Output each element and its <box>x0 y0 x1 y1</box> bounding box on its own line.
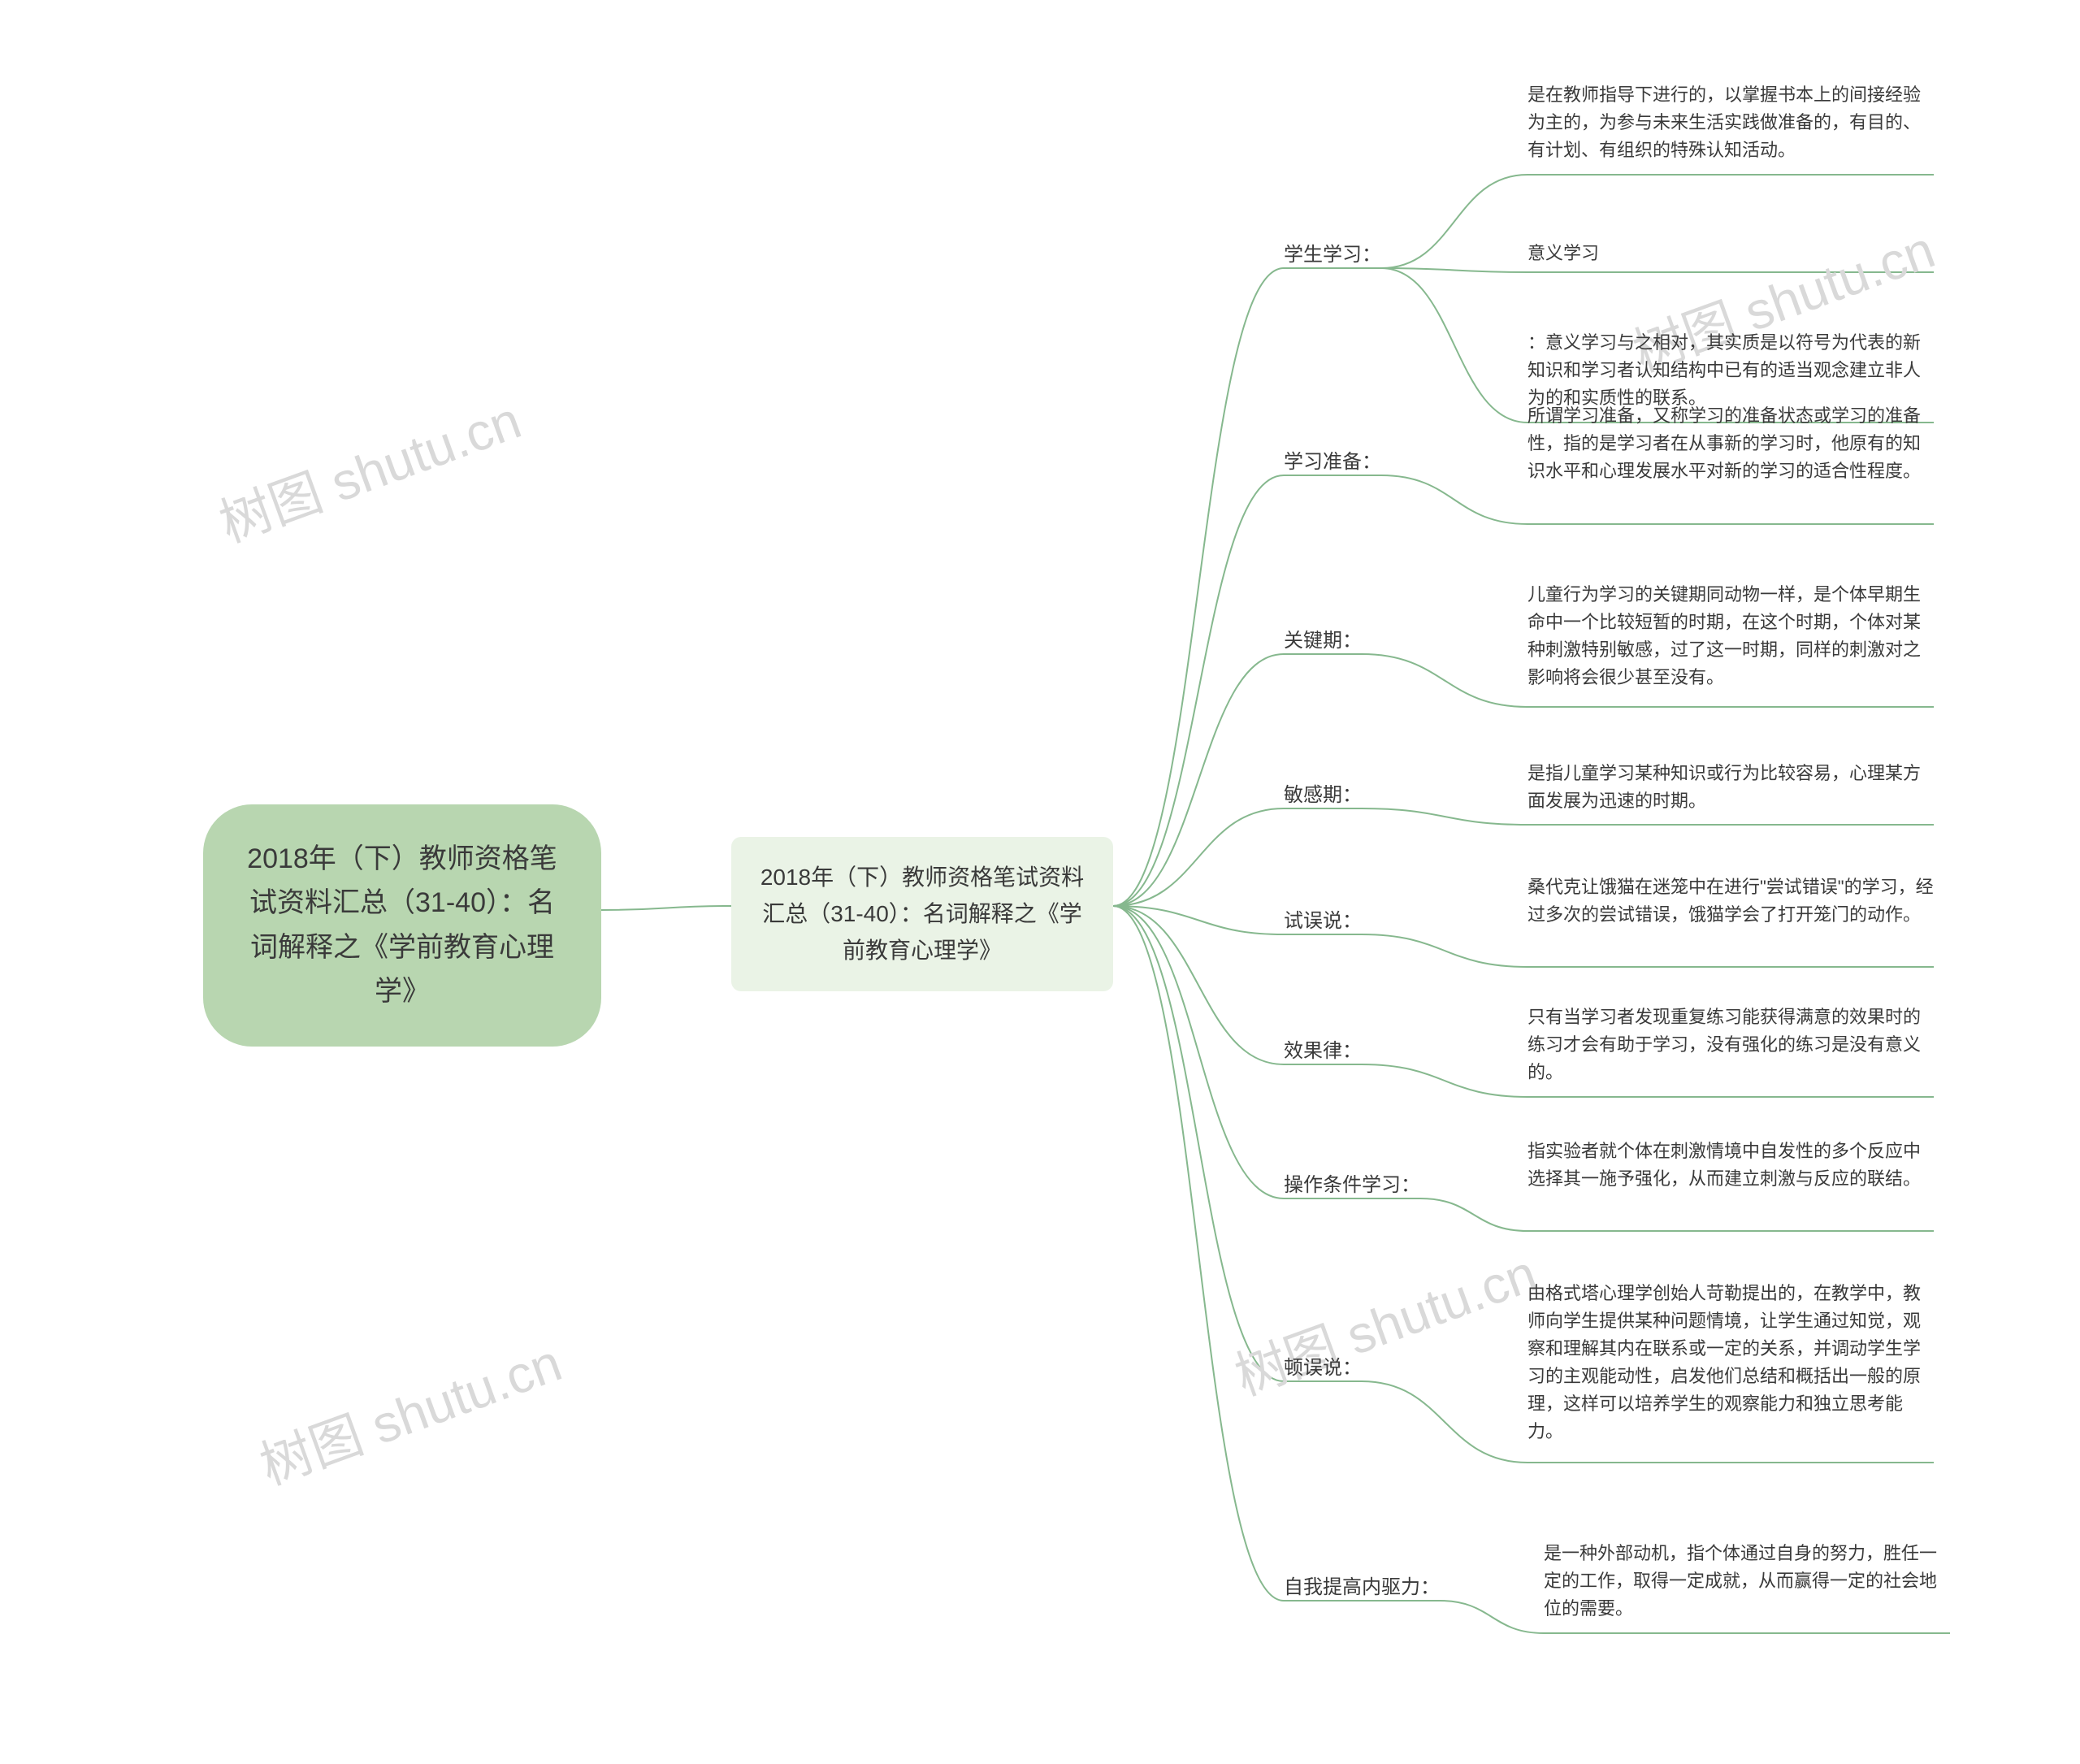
edge <box>1113 906 1284 1064</box>
leaf-node: 指实验者就个体在刺激情境中自发性的多个反应中选择其一施予强化，从而建立刺激与反应… <box>1528 1138 1934 1193</box>
leaf-text: 是一种外部动机，指个体通过自身的努力，胜任一定的工作，取得一定成就，从而赢得一定… <box>1544 1543 1937 1619</box>
root-label: 2018年（下）教师资格笔试资料汇总（31-40）：名词解释之《学前教育心理学》 <box>247 843 557 1007</box>
level2-node: 效果律： <box>1284 1036 1362 1067</box>
edge <box>1362 1064 1528 1097</box>
edge <box>601 906 731 910</box>
watermark: 树图 shutu.cn <box>249 1321 570 1499</box>
edge <box>1440 1601 1544 1633</box>
level2-node: 学习准备： <box>1284 447 1381 478</box>
leaf-text: 所谓学习准备，又称学习的准备状态或学习的准备性，指的是学习者在从事新的学习时，他… <box>1528 405 1921 481</box>
edge <box>1420 1198 1528 1231</box>
level2-label: 学生学习： <box>1284 244 1381 266</box>
leaf-node: 由格式塔心理学创始人苛勒提出的，在教学中，教师向学生提供某种问题情境，让学生通过… <box>1528 1280 1934 1446</box>
edge <box>1113 268 1284 906</box>
leaf-text: 意义学习 <box>1528 243 1599 263</box>
edge <box>1362 808 1528 825</box>
leaf-text: 是在教师指导下进行的，以掌握书本上的间接经验为主的，为参与未来生活实践做准备的，… <box>1528 85 1921 160</box>
leaf-text: 桑代克让饿猫在迷笼中在进行"尝试错误"的学习，经过多次的尝试错误，饿猫学会了打开… <box>1528 877 1934 925</box>
leaf-node: 是一种外部动机，指个体通过自身的努力，胜任一定的工作，取得一定成就，从而赢得一定… <box>1544 1540 1950 1623</box>
edge <box>1381 268 1528 272</box>
level2-node: 顿误说： <box>1284 1353 1362 1384</box>
level2-node: 敏感期： <box>1284 780 1362 811</box>
level2-label: 关键期： <box>1284 630 1362 652</box>
level2-label: 试误说： <box>1284 910 1362 932</box>
leaf-node: ：意义学习与之相对，其实质是以符号为代表的新知识和学习者认知结构中已有的适当观念… <box>1528 329 1934 412</box>
leaf-text: 是指儿童学习某种知识或行为比较容易，心理某方面发展为迅速的时期。 <box>1528 763 1921 811</box>
level2-label: 自我提高内驱力： <box>1284 1576 1440 1598</box>
edge <box>1113 906 1284 1601</box>
level2-node: 自我提高内驱力： <box>1284 1572 1440 1603</box>
level2-node: 操作条件学习： <box>1284 1170 1420 1201</box>
leaf-node: 是指儿童学习某种知识或行为比较容易，心理某方面发展为迅速的时期。 <box>1528 760 1934 815</box>
edge <box>1381 268 1528 423</box>
edge <box>1113 654 1284 906</box>
leaf-text: 只有当学习者发现重复练习能获得满意的效果时的练习才会有助于学习，没有强化的练习是… <box>1528 1007 1921 1082</box>
edge <box>1113 475 1284 906</box>
root-node: 2018年（下）教师资格笔试资料汇总（31-40）：名词解释之《学前教育心理学》 <box>203 804 601 1047</box>
leaf-node: 意义学习 <box>1528 240 1934 267</box>
leaf-node: 是在教师指导下进行的，以掌握书本上的间接经验为主的，为参与未来生活实践做准备的，… <box>1528 81 1934 164</box>
level2-label: 效果律： <box>1284 1040 1362 1062</box>
level2-node: 试误说： <box>1284 906 1362 937</box>
leaf-node: 只有当学习者发现重复练习能获得满意的效果时的练习才会有助于学习，没有强化的练习是… <box>1528 1003 1934 1086</box>
level1-node: 2018年（下）教师资格笔试资料汇总（31-40）：名词解释之《学前教育心理学》 <box>731 837 1113 991</box>
edge <box>1381 175 1528 268</box>
leaf-text: 儿童行为学习的关键期同动物一样，是个体早期生命中一个比较短暂的时期，在这个时期，… <box>1528 584 1921 687</box>
edge <box>1362 1381 1528 1463</box>
watermark: 树图 shutu.cn <box>208 379 530 557</box>
edge <box>1113 906 1284 934</box>
edge <box>1113 906 1284 1381</box>
edge <box>1113 906 1284 1198</box>
leaf-text: 指实验者就个体在刺激情境中自发性的多个反应中选择其一施予强化，从而建立刺激与反应… <box>1528 1141 1921 1189</box>
level2-label: 敏感期： <box>1284 784 1362 806</box>
leaf-text: 由格式塔心理学创始人苛勒提出的，在教学中，教师向学生提供某种问题情境，让学生通过… <box>1528 1283 1921 1441</box>
leaf-node: 桑代克让饿猫在迷笼中在进行"尝试错误"的学习，经过多次的尝试错误，饿猫学会了打开… <box>1528 873 1934 929</box>
level2-label: 操作条件学习： <box>1284 1174 1420 1196</box>
level2-label: 顿误说： <box>1284 1357 1362 1379</box>
edge <box>1362 654 1528 707</box>
leaf-node: 儿童行为学习的关键期同动物一样，是个体早期生命中一个比较短暂的时期，在这个时期，… <box>1528 581 1934 691</box>
edge <box>1113 808 1284 906</box>
leaf-node: 所谓学习准备，又称学习的准备状态或学习的准备性，指的是学习者在从事新的学习时，他… <box>1528 402 1934 485</box>
level2-node: 关键期： <box>1284 626 1362 657</box>
level1-label: 2018年（下）教师资格笔试资料汇总（31-40）：名词解释之《学前教育心理学》 <box>760 865 1084 963</box>
watermark: 树图 shutu.cn <box>1224 1232 1545 1410</box>
level2-label: 学习准备： <box>1284 451 1381 473</box>
edge <box>1381 475 1528 524</box>
mindmap-canvas: 2018年（下）教师资格笔试资料汇总（31-40）：名词解释之《学前教育心理学》… <box>0 0 2080 1764</box>
leaf-text: ：意义学习与之相对，其实质是以符号为代表的新知识和学习者认知结构中已有的适当观念… <box>1528 332 1921 408</box>
edge <box>1362 934 1528 967</box>
level2-node: 学生学习： <box>1284 240 1381 271</box>
